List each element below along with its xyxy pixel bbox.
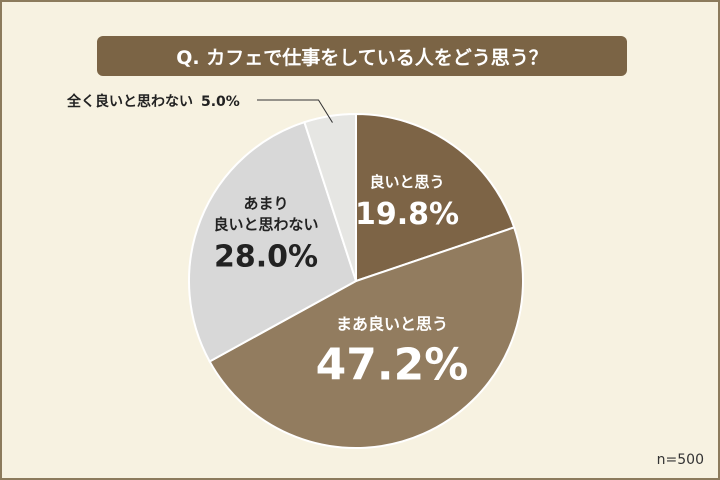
- sample-size: n=500: [656, 452, 704, 468]
- slice-label: 全く良いと思わない 5.0%: [67, 91, 240, 111]
- pie-slice: [208, 226, 524, 449]
- slice-label: 良いと思う 19.8%: [355, 172, 459, 232]
- category-label: 全く良いと思わない: [67, 94, 193, 110]
- leader-line: [257, 99, 333, 123]
- slice-label: まあ良いと思う 47.2%: [316, 313, 469, 390]
- value-label: 19.8%: [354, 197, 460, 232]
- value-label: 5.0%: [201, 94, 240, 110]
- pie-slice: [188, 120, 358, 363]
- slice-label: あまり 良いと思わない 28.0%: [213, 194, 318, 275]
- chart-title: Q. カフェで仕事をしている人をどう思う？: [97, 36, 627, 76]
- category-label: まあ良いと思う: [335, 314, 448, 334]
- category-label: 良いと思う: [369, 173, 445, 191]
- pie-slice: [355, 112, 516, 283]
- value-label: 47.2%: [315, 339, 469, 391]
- category-label: あまり 良いと思わない: [213, 194, 319, 234]
- value-label: 28.0%: [213, 239, 319, 275]
- pie-slice: [303, 112, 357, 282]
